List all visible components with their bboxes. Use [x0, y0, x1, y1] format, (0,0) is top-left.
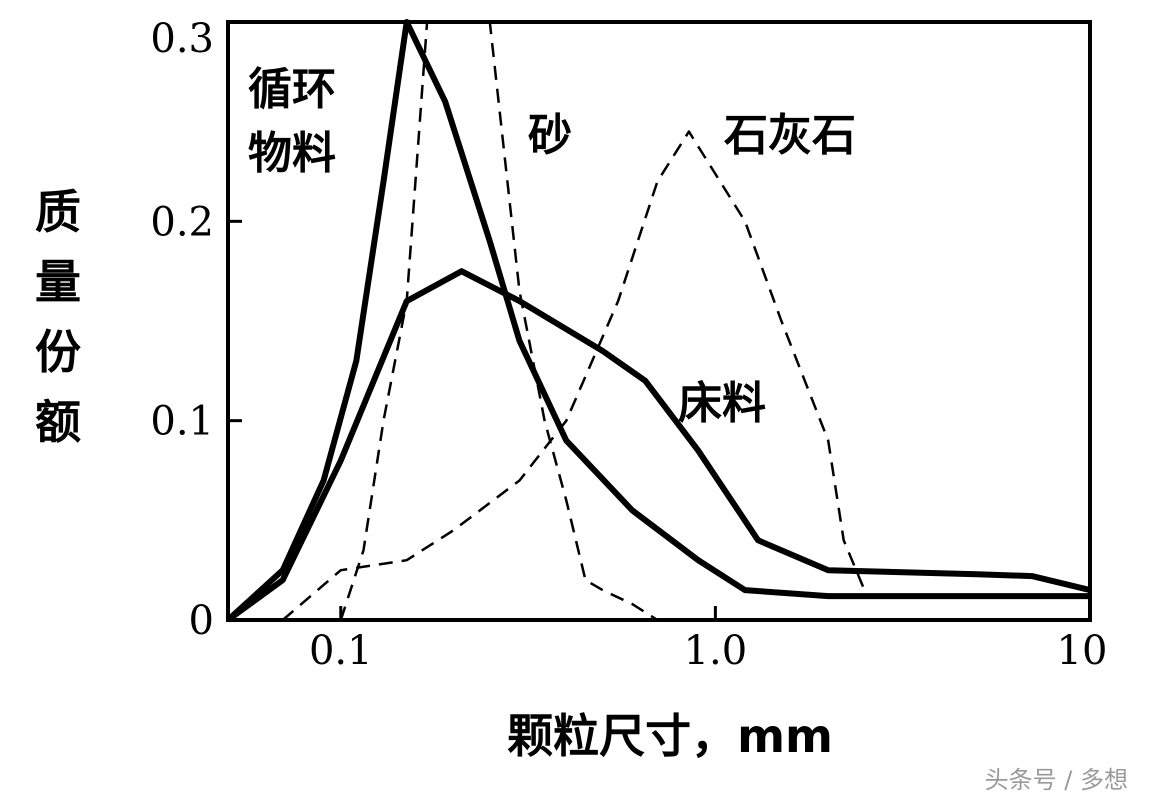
x-axis-label: 颗粒尺寸，mm: [507, 709, 833, 763]
series-line-0: [225, 19, 1090, 623]
series-label-circulating-material: 物料: [248, 128, 336, 179]
watermark: 头条号 / 多想: [985, 766, 1128, 794]
series-label-sand: 砂: [528, 110, 572, 161]
y-axis-label-char: 额: [35, 395, 81, 449]
x-tick-label: 1.0: [684, 628, 748, 674]
series-layer: [225, 19, 1091, 623]
series-line-2: [339, 20, 659, 622]
series-line-3: [281, 130, 866, 621]
series-label-limestone: 石灰石: [724, 110, 856, 161]
x-tick-label: 10: [1057, 628, 1108, 674]
series-labels: 循环 物料 砂 石灰石 床料: [248, 64, 856, 429]
series-line-1: [226, 268, 1091, 623]
y-axis-label: 质 量 份 额: [35, 185, 81, 449]
y-tick-label: 0: [189, 598, 214, 644]
series-label-bed-material: 床料: [678, 378, 766, 429]
y-tick-label: 0.1: [150, 399, 214, 445]
y-axis-label-char: 份: [35, 325, 81, 379]
x-tick-label: 0.1: [309, 628, 373, 674]
plot-frame: [226, 20, 1092, 622]
y-tick-label: 0.2: [150, 199, 214, 245]
y-tick-label: 0.3: [150, 16, 214, 62]
x-axis-ticks: 0.1 1.0 10: [309, 606, 1107, 674]
series-label-circulating-material: 循环: [248, 64, 336, 115]
y-axis-label-char: 质: [35, 185, 81, 239]
y-axis-label-char: 量: [35, 255, 81, 309]
